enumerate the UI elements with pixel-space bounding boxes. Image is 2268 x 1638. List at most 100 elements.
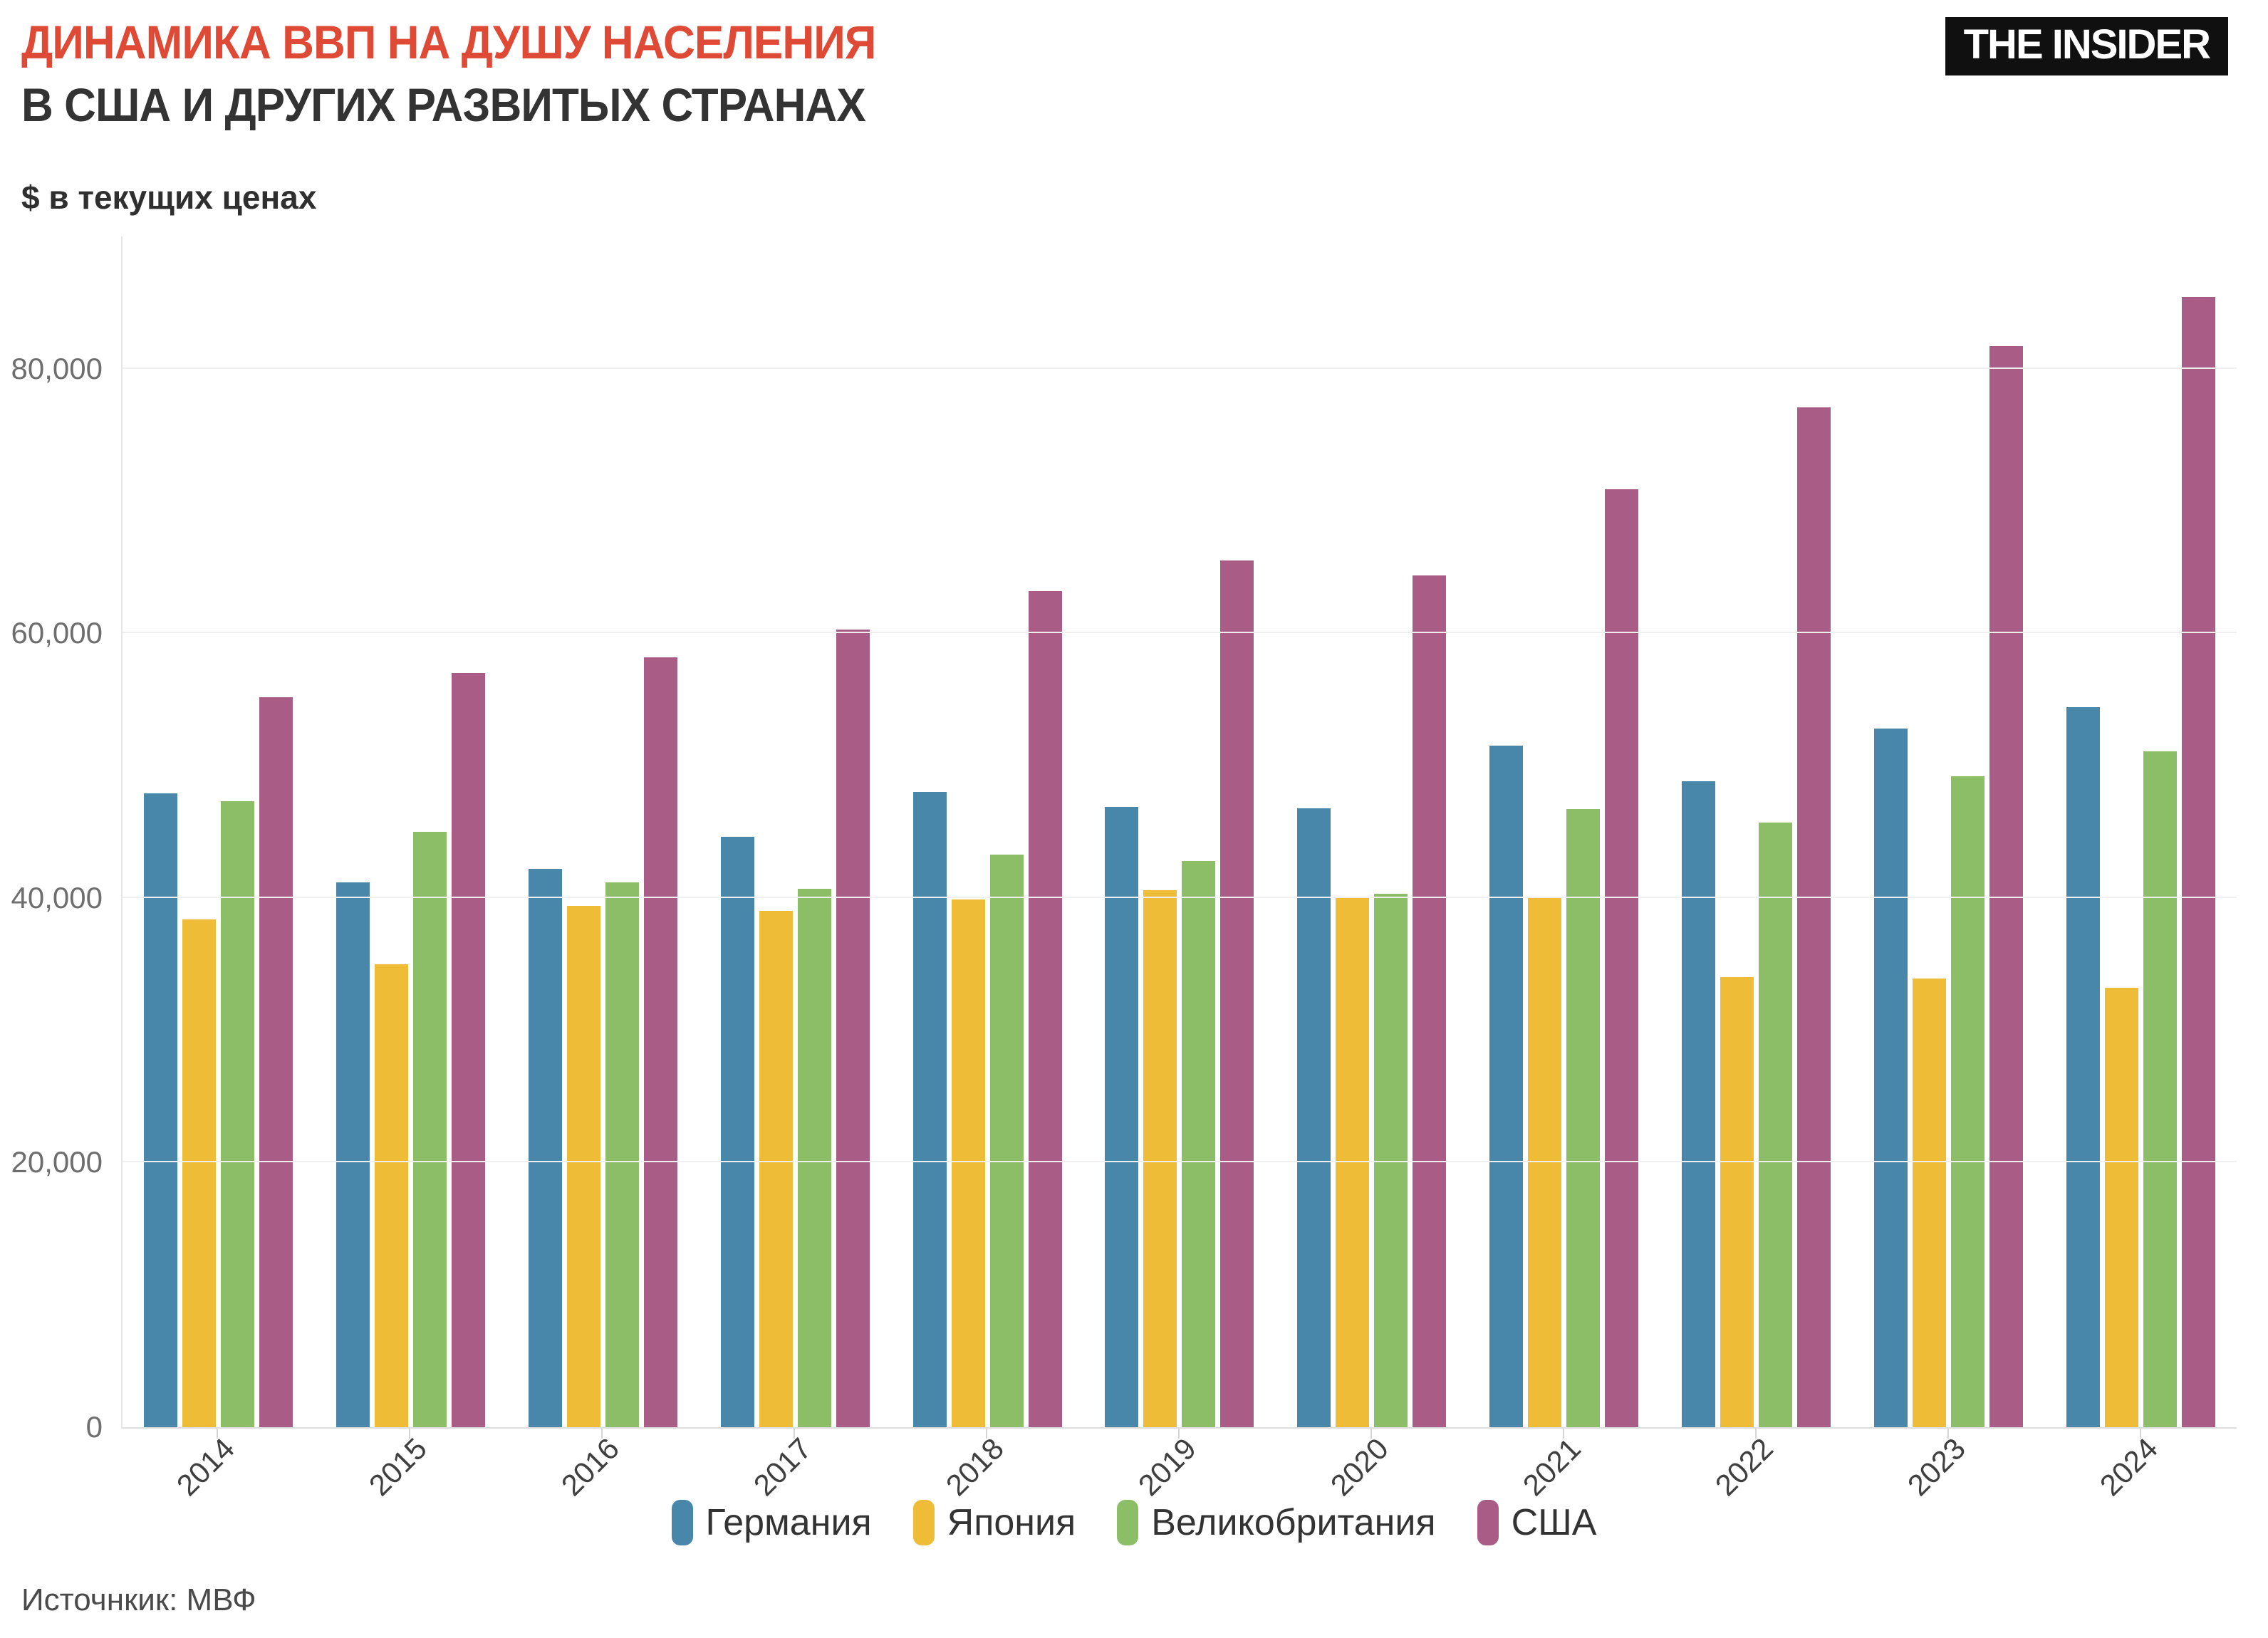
- source-note: Источнкик: МВФ: [21, 1582, 256, 1617]
- bar-group-2014: [123, 236, 315, 1427]
- bar-uk-2024: [2143, 751, 2177, 1427]
- x-tick-label: 2022: [1708, 1431, 1780, 1503]
- x-tick-label: 2015: [362, 1431, 434, 1503]
- y-tick-label: 40,000: [11, 880, 103, 914]
- bar-uk-2016: [605, 882, 640, 1427]
- bar-uk-2017: [797, 888, 831, 1427]
- bar-group-2018: [891, 236, 1083, 1427]
- the-insider-logo: THE INSIDER: [1945, 17, 2228, 75]
- x-tick-label: 2014: [170, 1431, 241, 1503]
- x-tick-label: 2020: [1323, 1431, 1395, 1503]
- x-tick-label: 2024: [2093, 1431, 2165, 1503]
- bar-usa-2019: [1220, 560, 1254, 1427]
- bar-japan-2014: [182, 919, 217, 1427]
- x-tick-label: 2016: [554, 1431, 626, 1503]
- bar-usa-2022: [1796, 407, 1831, 1427]
- y-axis: 0 20,000 40,000 60,000 80,000: [0, 236, 121, 1444]
- page-title-line2: В США И ДРУГИХ РАЗВИТЫХ СТРАНАХ: [21, 78, 866, 131]
- bar-japan-2015: [375, 964, 409, 1427]
- bar-uk-2022: [1758, 823, 1792, 1427]
- bar-uk-2020: [1374, 894, 1408, 1427]
- bar-group-2017: [699, 236, 891, 1427]
- bar-germany-2017: [720, 837, 754, 1427]
- legend-swatch-japan: [912, 1500, 935, 1545]
- x-tick-label: 2018: [939, 1431, 1011, 1503]
- legend-swatch-germany: [671, 1500, 693, 1545]
- x-tick-label: 2023: [1900, 1431, 1972, 1503]
- bar-usa-2017: [836, 629, 870, 1427]
- x-tick: [1755, 1429, 1757, 1439]
- legend-label-japan: Япония: [947, 1502, 1076, 1543]
- gridline-40000: [123, 896, 2237, 898]
- bar-group-2020: [1276, 236, 1468, 1427]
- x-tick: [794, 1429, 795, 1439]
- bar-germany-2022: [1681, 781, 1715, 1427]
- x-tick-label: 2019: [1131, 1431, 1203, 1503]
- x-tick: [1947, 1429, 1949, 1439]
- bar-usa-2015: [452, 673, 486, 1427]
- bar-japan-2019: [1143, 890, 1177, 1427]
- bar-japan-2022: [1720, 977, 1754, 1427]
- x-label-cell-2016: 2016: [506, 1429, 698, 1507]
- bar-usa-2023: [1989, 346, 2023, 1427]
- x-label-cell-2017: 2017: [698, 1429, 890, 1507]
- chart-subtitle: $ в текущих ценах: [21, 179, 317, 216]
- bar-uk-2014: [221, 801, 255, 1427]
- gridline-60000: [123, 632, 2237, 634]
- legend-item-usa: США: [1477, 1500, 1596, 1545]
- x-tick: [1563, 1429, 1564, 1439]
- x-tick-label: 2021: [1516, 1431, 1588, 1503]
- x-tick: [601, 1429, 603, 1439]
- bar-usa-2020: [1413, 575, 1447, 1427]
- x-label-cell-2022: 2022: [1660, 1429, 1852, 1507]
- y-tick-label: 20,000: [11, 1145, 103, 1179]
- bar-germany-2016: [529, 869, 563, 1427]
- x-tick-label: 2017: [747, 1431, 818, 1503]
- bar-usa-2018: [1028, 590, 1062, 1427]
- bar-group-2016: [507, 236, 699, 1427]
- bar-groups: [123, 236, 2237, 1427]
- x-tick: [986, 1429, 987, 1439]
- bar-uk-2015: [413, 832, 447, 1427]
- x-label-cell-2014: 2014: [121, 1429, 313, 1507]
- bar-uk-2019: [1182, 860, 1216, 1427]
- legend-label-germany: Германия: [705, 1502, 872, 1543]
- x-tick: [409, 1429, 410, 1439]
- chart: 0 20,000 40,000 60,000 80,000: [0, 236, 2237, 1444]
- gridline-80000: [123, 367, 2237, 369]
- x-label-cell-2015: 2015: [313, 1429, 506, 1507]
- bar-group-2023: [1852, 236, 2044, 1427]
- bar-germany-2021: [1489, 746, 1524, 1427]
- x-label-cell-2023: 2023: [1852, 1429, 2044, 1507]
- bar-usa-2021: [1605, 489, 1639, 1427]
- legend: Германия Япония Великобритания США: [0, 1500, 2268, 1545]
- bar-japan-2016: [567, 906, 601, 1427]
- bar-germany-2024: [2066, 707, 2100, 1427]
- page-title-line1: ДИНАМИКА ВВП НА ДУШУ НАСЕЛЕНИЯ: [21, 16, 876, 68]
- legend-label-uk: Великобритания: [1151, 1502, 1436, 1543]
- x-label-cell-2024: 2024: [2044, 1429, 2237, 1507]
- bar-usa-2014: [259, 697, 293, 1427]
- x-tick: [2140, 1429, 2141, 1439]
- legend-swatch-uk: [1117, 1500, 1139, 1545]
- legend-item-germany: Германия: [671, 1500, 872, 1545]
- bar-group-2019: [1083, 236, 1276, 1427]
- bar-japan-2023: [1912, 979, 1946, 1427]
- y-tick-label: 80,000: [11, 351, 103, 385]
- legend-swatch-usa: [1477, 1500, 1499, 1545]
- bar-usa-2016: [644, 657, 678, 1427]
- bar-group-2022: [1660, 236, 1853, 1427]
- x-axis: 2014 2015 2016 2017 2018 2019 2020 2021 2022 2023…: [121, 1429, 2237, 1507]
- bar-germany-2020: [1297, 808, 1331, 1427]
- bar-group-2015: [315, 236, 507, 1427]
- y-tick-label: 60,000: [11, 616, 103, 650]
- x-label-cell-2018: 2018: [890, 1429, 1083, 1507]
- bar-group-2021: [1468, 236, 1660, 1427]
- bar-germany-2018: [912, 792, 947, 1427]
- y-tick-label: 0: [85, 1410, 103, 1444]
- x-tick: [217, 1429, 218, 1439]
- plot-area: [121, 236, 2237, 1429]
- bar-usa-2024: [2181, 297, 2215, 1427]
- legend-item-japan: Япония: [912, 1500, 1076, 1545]
